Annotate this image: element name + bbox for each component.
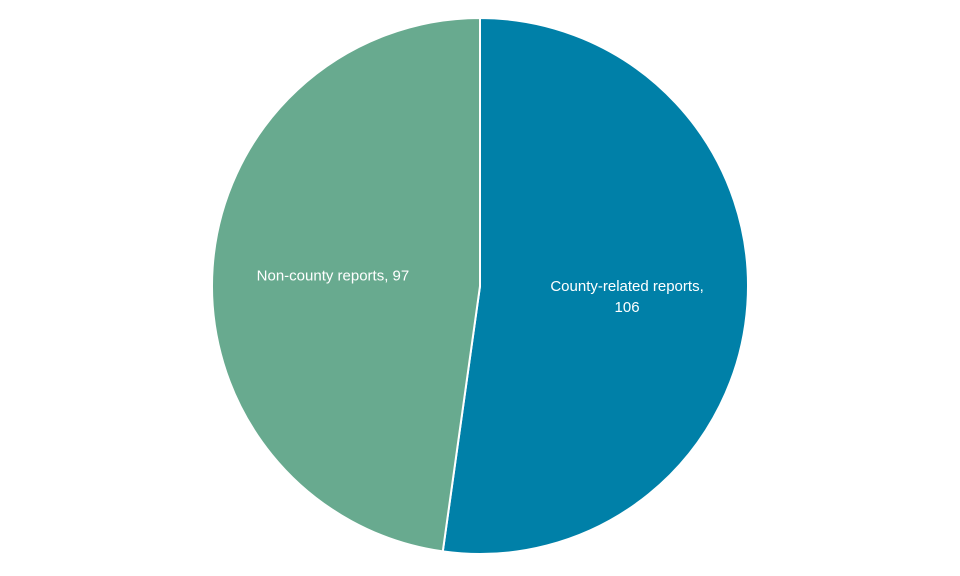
pie-slice-2 [211, 17, 481, 553]
pie-slices [211, 17, 749, 555]
pie-slice-1 [441, 17, 749, 555]
pie-slice-label-line: Non-county reports, 97 [257, 268, 410, 285]
pie-labels: County-related reports, 106 Non-county rep… [257, 268, 704, 316]
pie-slice-label-2: Non-county reports, 97 [257, 268, 410, 285]
pie-slice-label-line: County-related reports, [550, 278, 703, 295]
pie-slice-label-line: 106 [615, 299, 640, 316]
pie-slice-label-1: County-related reports, 106 [550, 278, 703, 316]
